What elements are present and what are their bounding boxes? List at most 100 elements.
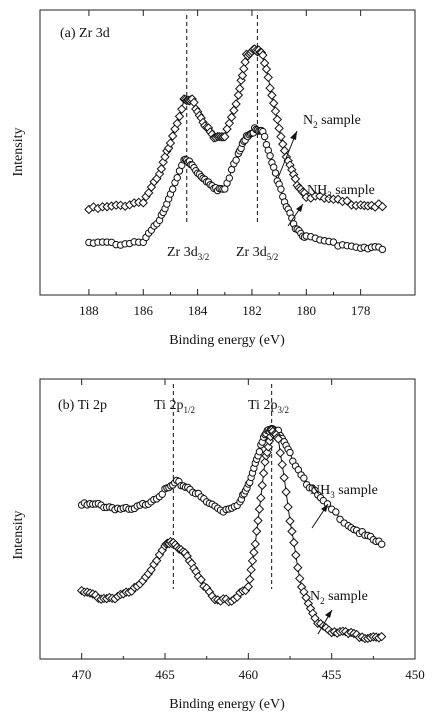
panel-b-point-nh3-sample: [377, 540, 386, 548]
panel-a-point-n2-sample: [222, 124, 232, 134]
panel-a-point-n2-sample: [274, 123, 284, 134]
legend-label-n2-b: N2 sample: [310, 589, 368, 606]
panel-b-point-n2-sample: [277, 459, 287, 470]
panel-b-series-line-n2-sample: [81, 428, 382, 640]
panel-a-point-n2-sample: [265, 83, 275, 93]
panel-b: (b) Ti 2p Intensity Binding energy (eV) …: [11, 378, 425, 712]
panel-a-point-n2-sample: [239, 63, 249, 74]
panel-b-point-n2-sample: [273, 434, 284, 444]
panel-b-point-n2-sample: [253, 515, 263, 526]
panel-b-point-n2-sample: [291, 550, 301, 560]
panel-a-point-n2-sample: [267, 90, 277, 100]
panel-b-frame: [39, 378, 416, 660]
panel-b-point-n2-sample: [249, 547, 259, 558]
panel-a: (a) Zr 3d Intensity Binding energy (eV) …: [11, 9, 416, 348]
panel-b-point-nh3-sample: [300, 474, 308, 482]
panel-a-point-n2-sample: [235, 83, 245, 94]
panel-a-point-n2-sample: [226, 112, 237, 122]
panel-a-point-nh3-sample: [232, 156, 240, 164]
panel-b-point-n2-sample: [279, 472, 289, 483]
panel-b-point-nh3-sample: [286, 448, 294, 457]
panel-b-point-n2-sample: [287, 526, 297, 537]
panel-b-point-n2-sample: [256, 493, 266, 503]
panel-b-ylabel: Intensity: [11, 511, 26, 560]
panel-a-frame: [39, 9, 416, 296]
panel-b-point-n2-sample: [257, 480, 267, 491]
panel-b-point-nh3-sample: [332, 508, 340, 516]
panel-b-point-n2-sample: [275, 448, 285, 458]
legend-arrowhead-n2-a: [290, 131, 297, 140]
panel-b-point-n2-sample: [246, 564, 256, 575]
annotation-ti2p12: Ti 2p1/2: [154, 398, 195, 415]
panel-b-point-n2-sample: [289, 537, 299, 548]
panel-b-dashed-lines: [172, 384, 273, 589]
annotation-zr3d52: Zr 3d5/2: [236, 245, 278, 262]
panel-a-series: [84, 44, 388, 254]
legend-label-n2-a: N2 sample: [303, 113, 361, 130]
panel-b-point-n2-sample: [245, 574, 255, 585]
panel-a-point-n2-sample: [231, 99, 241, 109]
panel-a-point-n2-sample: [261, 64, 272, 74]
panel-a-point-nh3-sample: [378, 245, 387, 254]
panel-a-point-n2-sample: [156, 164, 167, 174]
panel-b-point-n2-sample: [281, 487, 291, 497]
panel-a-point-nh3-sample: [168, 185, 177, 193]
panel-a-point-n2-sample: [167, 131, 178, 141]
panel-a-point-n2-sample: [237, 70, 248, 81]
panel-a-point-nh3-sample: [225, 174, 234, 182]
annotation-zr3d32: Zr 3d3/2: [167, 245, 209, 262]
panel-a-point-n2-sample: [220, 132, 230, 142]
panel-a-tick-label: 178: [351, 303, 371, 318]
panel-a-tick-label: 182: [242, 303, 262, 318]
panel-a-point-nh3-sample: [277, 185, 285, 193]
panel-a-point-n2-sample: [263, 72, 273, 83]
annotation-ti2p32: Ti 2p3/2: [248, 398, 289, 415]
panel-a-point-nh3-sample: [266, 152, 274, 160]
panel-b-title: (b) Ti 2p: [58, 398, 107, 413]
panel-a-point-n2-sample: [272, 114, 283, 125]
panel-a-point-n2-sample: [270, 106, 281, 116]
panel-a-point-n2-sample: [233, 90, 244, 100]
panel-b-tick-label: 460: [239, 667, 259, 682]
panel-a-point-n2-sample: [172, 118, 182, 129]
legend-label-nh3-b: NH3 sample: [310, 483, 378, 500]
panel-a-dashed-lines: [186, 15, 258, 225]
panel-b-tick-label: 470: [72, 667, 92, 682]
panel-a-point-n2-sample: [240, 57, 250, 67]
panel-b-tick-label: 450: [405, 667, 425, 682]
legend-label-nh3-a: NH3 sample: [307, 183, 375, 200]
panel-a-tick-label: 180: [297, 303, 317, 318]
panel-a-tick-label: 184: [188, 303, 208, 318]
legend-arrowhead-n2-b: [325, 610, 332, 618]
panel-b-xlabel: Binding energy (eV): [169, 697, 285, 712]
panel-a-point-n2-sample: [268, 98, 279, 108]
panel-a-point-n2-sample: [177, 104, 187, 114]
panel-a-ylabel: Intensity: [11, 128, 26, 177]
panel-a-x-ticks: 188 186 184 182 180 178: [79, 10, 370, 318]
panel-b-point-n2-sample: [260, 457, 270, 467]
panel-b-point-nh3-sample: [323, 500, 332, 508]
panel-b-point-n2-sample: [251, 526, 262, 536]
panel-a-point-n2-sample: [258, 50, 268, 60]
panel-b-point-n2-sample: [258, 468, 269, 478]
panel-b-x-ticks: 470 465 460 455 450: [72, 379, 425, 682]
panel-b-point-n2-sample: [285, 516, 295, 526]
panel-a-point-n2-sample: [174, 111, 185, 122]
panel-b-point-n2-sample: [283, 502, 293, 512]
panel-b-point-n2-sample: [243, 581, 254, 592]
panel-a-point-n2-sample: [377, 201, 388, 212]
panel-b-tick-label: 465: [155, 667, 175, 682]
panel-b-point-n2-sample: [295, 573, 305, 584]
panel-a-xlabel: Binding energy (eV): [169, 333, 285, 348]
panel-a-point-n2-sample: [165, 138, 176, 148]
panel-a-title: (a) Zr 3d: [60, 26, 110, 41]
panel-b-point-n2-sample: [196, 575, 206, 585]
panel-a-tick-label: 186: [134, 303, 154, 318]
legend-arrowhead-nh3-a: [296, 204, 303, 212]
panel-b-point-n2-sample: [263, 442, 274, 452]
panel-a-tick-label: 188: [79, 303, 99, 318]
panel-a-point-n2-sample: [138, 198, 148, 208]
panel-a-point-nh3-sample: [173, 174, 181, 182]
legend-arrowhead-nh3-b: [321, 504, 328, 512]
